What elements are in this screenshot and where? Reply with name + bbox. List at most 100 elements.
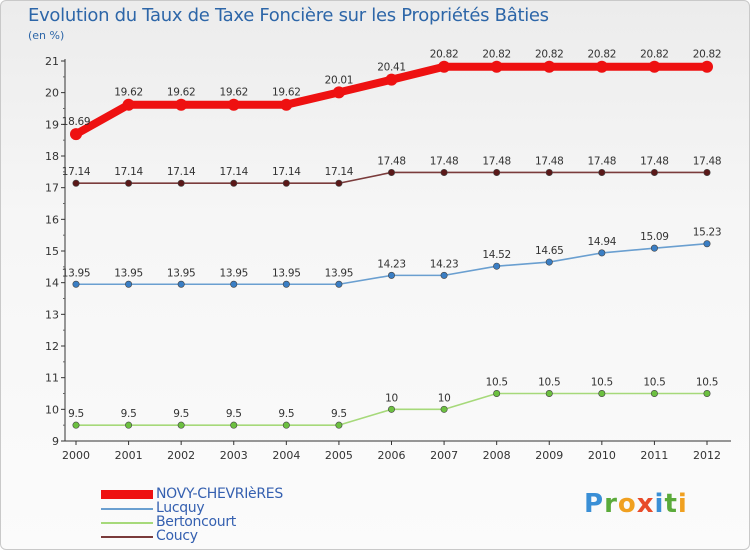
y-tick-label: 16 <box>45 213 59 226</box>
data-label: 13.95 <box>272 267 301 279</box>
x-tick-label: 2008 <box>483 449 511 462</box>
data-label: 9.5 <box>173 408 189 420</box>
x-tick-label: 2009 <box>535 449 563 462</box>
data-point <box>282 280 290 288</box>
y-tick-label: 12 <box>45 340 59 353</box>
data-label: 14.94 <box>588 236 617 248</box>
data-point <box>72 280 80 288</box>
data-label: 10.5 <box>696 377 718 389</box>
data-point <box>440 271 448 279</box>
data-label: 15.09 <box>640 231 669 243</box>
data-point <box>440 168 448 176</box>
y-tick-label: 11 <box>45 372 59 385</box>
data-label: 9.5 <box>331 408 347 420</box>
x-tick-label: 2003 <box>220 449 248 462</box>
data-label: 9.5 <box>278 408 294 420</box>
data-label: 14.23 <box>377 258 406 270</box>
data-point <box>282 421 290 429</box>
data-label: 14.23 <box>430 258 459 270</box>
data-point <box>230 421 238 429</box>
x-tick-label: 2001 <box>115 449 143 462</box>
data-point <box>177 280 185 288</box>
data-point <box>282 179 290 187</box>
legend-swatch-novy <box>101 490 153 499</box>
data-label: 17.14 <box>62 166 91 178</box>
data-label: 17.48 <box>482 155 511 167</box>
data-point <box>703 389 711 397</box>
data-point <box>280 98 293 111</box>
data-label: 18.69 <box>62 116 91 128</box>
data-point <box>650 244 658 252</box>
data-point <box>125 280 133 288</box>
y-tick-label: 15 <box>45 245 59 258</box>
data-label: 9.5 <box>226 408 242 420</box>
y-tick-label: 18 <box>45 150 59 163</box>
data-label: 17.48 <box>693 155 722 167</box>
x-tick-label: 2002 <box>167 449 195 462</box>
data-point <box>493 168 501 176</box>
data-label: 9.5 <box>68 408 84 420</box>
data-label: 10 <box>438 392 451 404</box>
legend-label-novy: NOVY-CHEVRIèRES <box>156 486 283 502</box>
chart-title: Evolution du Taux de Taxe Foncière sur l… <box>28 5 549 26</box>
y-tick-label: 21 <box>45 55 59 68</box>
data-label: 17.14 <box>167 166 196 178</box>
logo-letter: o <box>617 489 637 519</box>
data-label: 13.95 <box>62 267 91 279</box>
proxiti-logo: Proxiti <box>584 489 688 519</box>
data-label: 19.62 <box>219 87 248 99</box>
data-point <box>703 168 711 176</box>
data-point <box>490 60 503 73</box>
data-label: 17.14 <box>272 166 301 178</box>
data-label: 20.82 <box>640 49 669 61</box>
data-point <box>701 60 713 73</box>
data-point <box>493 262 501 270</box>
x-tick-label: 2004 <box>272 449 300 462</box>
data-point <box>598 249 606 257</box>
data-point <box>543 60 556 73</box>
legend-swatch-coucy <box>101 536 153 538</box>
data-point <box>125 421 133 429</box>
data-label: 17.14 <box>325 166 354 178</box>
data-point <box>227 98 240 111</box>
legend-label-lucquy: Lucquy <box>156 500 205 516</box>
data-label: 14.52 <box>482 249 511 261</box>
logo-letter: x <box>636 489 655 519</box>
data-label: 10.5 <box>486 377 508 389</box>
x-tick-label: 2012 <box>693 449 721 462</box>
data-point <box>387 271 395 279</box>
data-label: 19.62 <box>272 87 301 99</box>
data-point <box>650 389 658 397</box>
data-point <box>493 389 501 397</box>
data-point <box>650 168 658 176</box>
data-point <box>598 389 606 397</box>
data-label: 17.14 <box>219 166 248 178</box>
data-label: 9.5 <box>121 408 137 420</box>
data-point <box>175 98 188 111</box>
data-point <box>332 86 345 99</box>
data-label: 17.48 <box>377 155 406 167</box>
data-label: 17.48 <box>588 155 617 167</box>
data-point <box>387 405 395 413</box>
data-label: 13.95 <box>325 267 354 279</box>
data-label: 19.62 <box>167 87 196 99</box>
legend-label-coucy: Coucy <box>156 528 198 544</box>
data-point <box>545 258 553 266</box>
legend-swatch-lucquy <box>101 508 153 510</box>
data-point <box>440 405 448 413</box>
x-tick-label: 2006 <box>378 449 406 462</box>
data-point <box>387 168 395 176</box>
data-point <box>72 179 80 187</box>
y-tick-label: 19 <box>45 118 59 131</box>
x-tick-label: 2007 <box>430 449 458 462</box>
x-tick-label: 2000 <box>62 449 90 462</box>
data-label: 20.82 <box>482 49 511 61</box>
data-label: 15.23 <box>693 227 722 239</box>
data-label: 20.82 <box>588 49 617 61</box>
data-point <box>545 168 553 176</box>
x-tick-label: 2005 <box>325 449 353 462</box>
data-label: 20.82 <box>535 49 564 61</box>
data-point <box>122 98 135 111</box>
data-point <box>177 421 185 429</box>
